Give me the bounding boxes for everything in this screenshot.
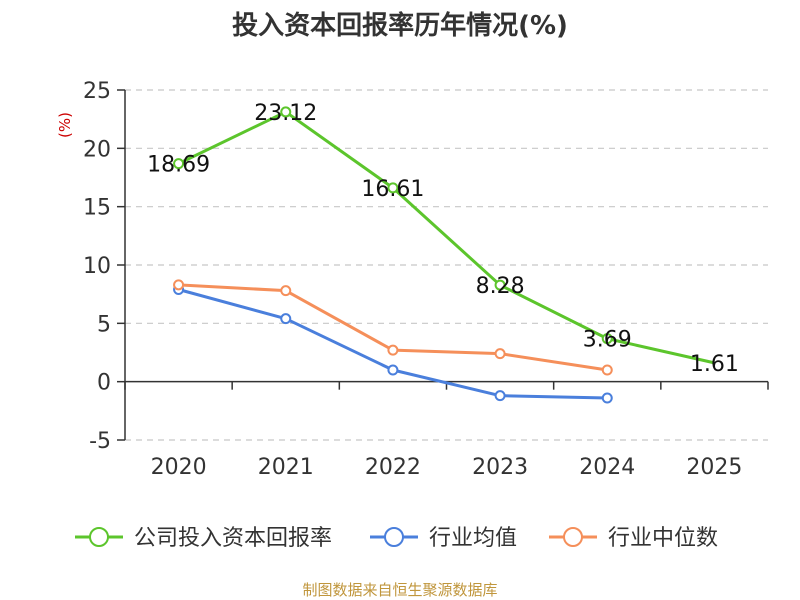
x-tick-label: 2023 <box>472 455 528 480</box>
x-tick-label: 2022 <box>365 455 421 480</box>
y-tick-label: 5 <box>97 312 111 337</box>
series-2 <box>173 279 613 376</box>
y-tick-label: 10 <box>83 254 111 279</box>
data-point <box>173 279 185 291</box>
legend: 公司投入资本回报率 行业均值 行业中位数 <box>75 526 718 551</box>
data-point <box>280 285 292 297</box>
data-point <box>494 390 506 402</box>
data-point <box>280 313 292 325</box>
series-line <box>178 283 608 372</box>
series-line <box>177 110 715 365</box>
legend-item-1: 行业均值 <box>370 526 517 551</box>
series-1 <box>173 284 613 404</box>
legend-marker <box>384 527 404 547</box>
y-tick-label: 20 <box>83 137 111 162</box>
y-tick-label: 0 <box>97 371 111 396</box>
y-tick-label: 25 <box>83 79 111 104</box>
data-point <box>601 333 613 345</box>
legend-item-2: 行业中位数 <box>549 526 718 551</box>
data-point <box>387 364 399 376</box>
data-point <box>280 106 292 118</box>
data-label: 3.69 <box>583 328 632 353</box>
x-tick-label: 2025 <box>686 455 742 480</box>
x-tick-label: 2021 <box>258 455 314 480</box>
legend-marker <box>89 527 109 547</box>
data-labels: 18.69 23.12 16.61 8.28 3.69 1.61 <box>147 101 739 377</box>
legend-item-0: 公司投入资本回报率 <box>75 526 332 551</box>
data-point <box>601 364 613 376</box>
x-tick-label: 2024 <box>579 455 635 480</box>
source-note: 制图数据来自恒生聚源数据库 <box>302 581 497 599</box>
grid-lines <box>125 89 768 441</box>
y-tick-label: 15 <box>83 196 111 221</box>
data-point <box>387 182 399 194</box>
y-axis-label: (%) <box>56 112 74 138</box>
data-point <box>494 348 506 360</box>
legend-marker <box>563 527 583 547</box>
data-point <box>387 344 399 356</box>
y-tick-label: -5 <box>89 429 111 454</box>
data-point <box>173 158 185 170</box>
data-point <box>494 279 506 291</box>
data-label: 8.28 <box>476 274 525 299</box>
chart-title: 投入资本回报率历年情况(%) <box>232 10 568 41</box>
legend-label: 行业均值 <box>429 526 517 551</box>
series-layer <box>173 106 715 404</box>
legend-label: 公司投入资本回报率 <box>134 526 332 551</box>
x-tick-label: 2020 <box>151 455 207 480</box>
data-point <box>601 392 613 404</box>
data-label: 23.12 <box>254 101 317 126</box>
series-0 <box>173 106 715 365</box>
data-label: 18.69 <box>147 153 210 178</box>
legend-label: 行业中位数 <box>608 526 718 551</box>
data-label: 1.61 <box>690 352 739 377</box>
data-label: 16.61 <box>361 177 424 202</box>
